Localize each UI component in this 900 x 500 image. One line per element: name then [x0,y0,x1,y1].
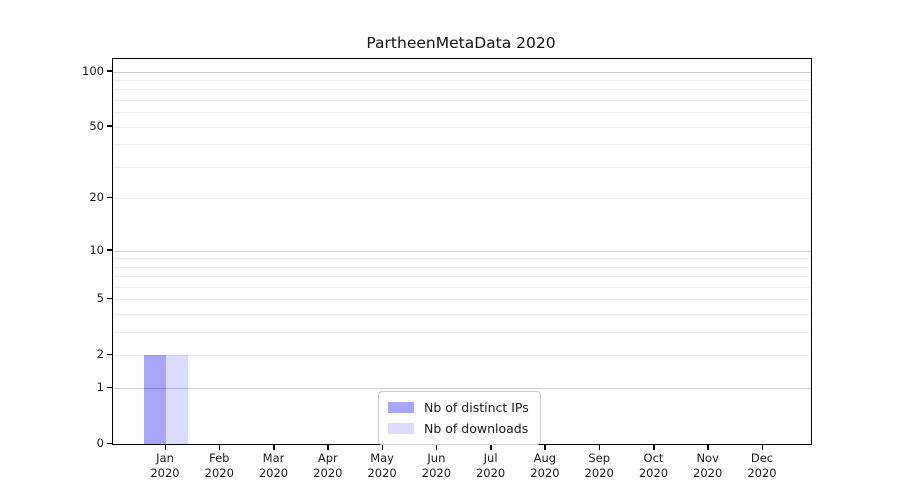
x-tick-label-jun: Jun 2020 [406,451,466,481]
x-tick-mark [435,444,438,450]
minor-gridline [113,89,811,91]
y-tick-label: 20 [89,190,104,205]
year-label: 2020 [638,466,669,480]
x-tick-mark [653,444,655,450]
x-tick-mark [707,444,709,450]
minor-gridline [113,276,811,278]
month-label: Feb [209,451,230,465]
x-tick-label-nov: Nov 2020 [678,451,738,481]
y-tick-label: 0 [96,436,104,450]
x-tick-label-oct: Oct 2020 [624,451,684,481]
minor-gridline [113,314,811,316]
month-label: Oct [643,451,664,465]
major-gridline [113,250,811,252]
minor-gridline [113,332,811,334]
y-tick-mark [107,353,112,356]
minor-gridline [113,299,811,301]
year-label: 2020 [150,466,180,480]
month-label: Mar [262,451,285,465]
y-tick-mark [107,249,112,251]
x-tick-mark [598,444,601,450]
legend-swatch-distinct-ips [388,402,414,413]
year-label: 2020 [313,466,343,480]
minor-gridline [113,355,811,357]
y-tick-label: 1 [96,380,104,395]
y-tick-label: 5 [96,291,104,306]
bar-jan-distinct-ips [144,355,166,444]
legend-label-downloads: Nb of downloads [424,421,529,436]
month-label: Jun [427,451,446,465]
legend: Nb of distinct IPs Nb of downloads [378,391,541,445]
x-tick-label-aug: Aug 2020 [515,451,575,481]
month-label: Jan [156,451,174,465]
x-tick-mark [218,444,221,450]
x-tick-mark [490,444,492,450]
plot-area [112,58,812,445]
year-label: 2020 [584,466,614,480]
month-label: Sep [588,451,611,465]
minor-gridline [113,198,811,200]
month-label: Apr [317,451,338,465]
year-label: 2020 [693,466,723,480]
x-tick-mark [544,444,546,450]
legend-item: Nb of downloads [388,418,529,439]
y-tick-label: 10 [89,242,104,257]
x-tick-mark [761,444,763,450]
x-tick-mark [381,444,384,450]
year-label: 2020 [204,466,234,480]
minor-gridline [113,126,811,128]
x-tick-label-sep: Sep 2020 [569,451,629,481]
minor-gridline [113,100,811,101]
y-tick-label: 50 [89,118,104,133]
month-label: May [370,451,394,465]
legend-item: Nb of distinct IPs [388,397,529,418]
bar-jan-downloads [166,355,188,444]
major-gridline [113,71,811,73]
x-tick-mark [327,444,329,450]
x-tick-label-mar: Mar 2020 [244,451,304,481]
minor-gridline [113,258,811,260]
y-tick-mark [107,442,112,444]
y-tick-mark [107,386,112,389]
year-label: 2020 [421,466,452,480]
x-tick-label-feb: Feb 2020 [189,451,249,481]
minor-gridline [113,287,811,288]
y-tick-label: 2 [96,347,104,362]
month-label: Nov [696,451,719,465]
x-tick-label-apr: Apr 2020 [298,451,358,481]
x-tick-label-jul: Jul 2020 [461,451,521,481]
minor-gridline [113,266,811,268]
year-label: 2020 [475,466,506,480]
chart-title: PartheenMetaData 2020 [366,34,556,52]
minor-gridline [113,144,811,146]
y-tick-mark [107,70,112,72]
year-label: 2020 [258,466,289,480]
month-label: Dec [750,451,774,465]
x-tick-label-may: May 2020 [352,451,412,481]
minor-gridline [113,166,811,168]
legend-swatch-downloads [388,423,414,434]
y-tick-label: 100 [82,63,104,78]
minor-gridline [113,112,811,114]
year-label: 2020 [747,466,777,480]
y-tick-mark [107,196,112,199]
x-tick-label-dec: Dec 2020 [732,451,792,481]
major-gridline [113,388,811,390]
x-tick-label-jan: Jan 2020 [135,451,195,481]
month-label: Aug [533,451,557,465]
year-label: 2020 [530,466,560,480]
year-label: 2020 [367,466,397,480]
x-tick-mark [164,444,166,450]
x-tick-mark [273,444,275,450]
legend-label-distinct-ips: Nb of distinct IPs [424,400,529,415]
y-tick-mark [107,297,112,300]
month-label: Jul [483,451,498,465]
y-tick-mark [107,125,112,127]
minor-gridline [113,80,811,81]
